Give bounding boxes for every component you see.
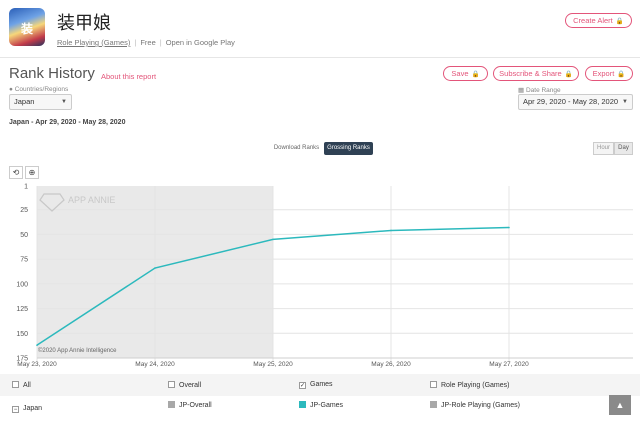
chevron-down-icon: ▼ xyxy=(61,99,67,105)
legend-country[interactable]: − Japan xyxy=(12,405,42,413)
y-tick-label: 1 xyxy=(24,184,28,191)
chevron-down-icon: ▼ xyxy=(622,99,628,105)
legend-overall[interactable]: Overall xyxy=(168,381,201,389)
checkbox[interactable] xyxy=(430,381,437,388)
watermark: APP ANNIE xyxy=(39,193,115,212)
data-point[interactable] xyxy=(390,229,392,232)
x-tick-label: May 24, 2020 xyxy=(135,361,175,368)
save-label: Save xyxy=(451,69,469,78)
x-tick-label: May 26, 2020 xyxy=(371,361,411,368)
create-alert-label: Create Alert xyxy=(573,16,613,25)
legend-games-label: Games xyxy=(310,381,333,388)
legend-jp-overall-label: JP-Overall xyxy=(179,402,212,409)
export-button[interactable]: Export 🔒 xyxy=(585,66,633,81)
arrow-up-icon: ▲ xyxy=(615,400,625,410)
app-icon-glyph: 装 xyxy=(20,22,33,36)
x-tick-label: May 23, 2020 xyxy=(17,361,57,368)
data-point[interactable] xyxy=(154,267,156,269)
subscribe-share-button[interactable]: Subscribe & Share 🔒 xyxy=(493,66,579,81)
zoom-icon: ⊕ xyxy=(28,168,36,177)
tab-grossing-ranks[interactable]: Grossing Ranks xyxy=(324,142,373,155)
lock-icon: 🔒 xyxy=(471,71,480,78)
series-swatch xyxy=(299,401,306,408)
app-meta: Role Playing (Games) | Free | Open in Google… xyxy=(57,38,235,47)
reset-icon: ⟲ xyxy=(12,168,20,177)
granularity-hour-button[interactable]: Hour xyxy=(593,142,614,155)
data-point[interactable] xyxy=(508,226,510,229)
date-range-label-text: Date Range xyxy=(525,87,561,94)
lock-icon: 🔒 xyxy=(615,18,624,25)
watermark-text: APP ANNIE xyxy=(68,195,115,205)
legend-role-playing[interactable]: Role Playing (Games) xyxy=(430,381,509,389)
meta-separator: | xyxy=(159,38,162,47)
export-label: Export xyxy=(592,69,615,78)
legend-overall-label: Overall xyxy=(179,382,202,389)
countries-label: ● Countries/Regions xyxy=(9,86,69,93)
y-tick-label: 25 xyxy=(20,207,28,214)
date-caption: Japan - Apr 29, 2020 - May 28, 2020 xyxy=(9,119,126,126)
granularity-day-button[interactable]: Day xyxy=(614,142,633,155)
legend-all[interactable]: All xyxy=(12,381,31,389)
checkbox[interactable] xyxy=(168,381,175,388)
legend-jp-role-playing-label: JP-Role Playing (Games) xyxy=(441,402,520,409)
checkbox[interactable] xyxy=(12,381,19,388)
legend-jp-games-label: JP-Games xyxy=(310,402,344,409)
series-layer xyxy=(36,226,510,346)
checkbox-checked[interactable]: ✓ xyxy=(299,382,306,389)
x-tick-label: May 25, 2020 xyxy=(253,361,293,368)
series-swatch xyxy=(430,401,437,408)
data-point[interactable] xyxy=(36,344,38,346)
legend-games[interactable]: ✓ Games xyxy=(299,381,333,389)
rank-chart[interactable]: APP ANNIE ©2020 App Annie Intelligence 1… xyxy=(0,180,640,374)
y-tick-label: 100 xyxy=(16,281,28,288)
y-tick-label: 175 xyxy=(16,356,28,363)
legend-jp-games[interactable]: JP-Games xyxy=(299,401,343,409)
x-axis: May 23, 2020 May 24, 2020 May 25, 2020 May … xyxy=(17,361,529,368)
header-divider xyxy=(0,57,640,58)
app-header: 装 装甲娘 Role Playing (Games) | Free | Open in … xyxy=(0,0,640,60)
app-title: 装甲娘 xyxy=(57,13,111,34)
app-category-link[interactable]: Role Playing (Games) xyxy=(57,38,131,47)
legend-country-label: Japan xyxy=(23,405,43,412)
reset-zoom-button[interactable]: ⟲ xyxy=(9,166,23,179)
countries-label-text: Countries/Regions xyxy=(14,86,69,93)
tab-download-ranks[interactable]: Download Ranks xyxy=(273,145,320,151)
country-value: Japan xyxy=(14,97,35,106)
page-title: Rank History xyxy=(9,65,95,82)
subscribe-share-label: Subscribe & Share xyxy=(499,69,562,78)
data-point[interactable] xyxy=(272,238,274,241)
legend-header-row: All Overall ✓ Games Role Playing (Games) xyxy=(0,374,640,396)
y-tick-label: 125 xyxy=(16,306,28,313)
meta-separator: | xyxy=(134,38,137,47)
google-play-link[interactable]: Open in Google Play xyxy=(165,38,235,47)
about-report-link[interactable]: About this report xyxy=(101,72,157,81)
y-tick-label: 75 xyxy=(20,257,28,264)
copyright-text: ©2020 App Annie Intelligence xyxy=(38,347,117,354)
legend-all-label: All xyxy=(23,382,31,389)
legend-role-playing-label: Role Playing (Games) xyxy=(441,382,510,389)
app-annie-logo-icon xyxy=(39,193,65,212)
zoom-button[interactable]: ⊕ xyxy=(25,166,39,179)
legend-jp-overall[interactable]: JP-Overall xyxy=(168,401,212,409)
save-button[interactable]: Save 🔒 xyxy=(443,66,488,81)
y-tick-label: 150 xyxy=(16,331,28,338)
series-swatch xyxy=(168,401,175,408)
checkbox-partial[interactable]: − xyxy=(12,406,19,413)
date-range-value: Apr 29, 2020 - May 28, 2020 xyxy=(523,97,619,106)
y-tick-label: 50 xyxy=(20,232,28,239)
app-price: Free xyxy=(140,38,156,47)
legend-jp-role-playing[interactable]: JP-Role Playing (Games) xyxy=(430,401,520,409)
legend-country-row: − Japan JP-Overall JP-Games JP-Role Playi… xyxy=(0,396,640,418)
scroll-to-top-button[interactable]: ▲ xyxy=(609,395,631,415)
date-range-label: ▦ Date Range xyxy=(518,87,561,94)
lock-icon: 🔒 xyxy=(617,71,626,78)
lock-icon: 🔒 xyxy=(564,71,573,78)
x-tick-label: May 27, 2020 xyxy=(489,361,529,368)
date-range-select[interactable]: Apr 29, 2020 - May 28, 2020 ▼ xyxy=(518,94,633,110)
app-icon[interactable]: 装 xyxy=(9,8,45,46)
create-alert-button[interactable]: Create Alert 🔒 xyxy=(565,13,632,28)
country-select[interactable]: Japan ▼ xyxy=(9,94,72,110)
